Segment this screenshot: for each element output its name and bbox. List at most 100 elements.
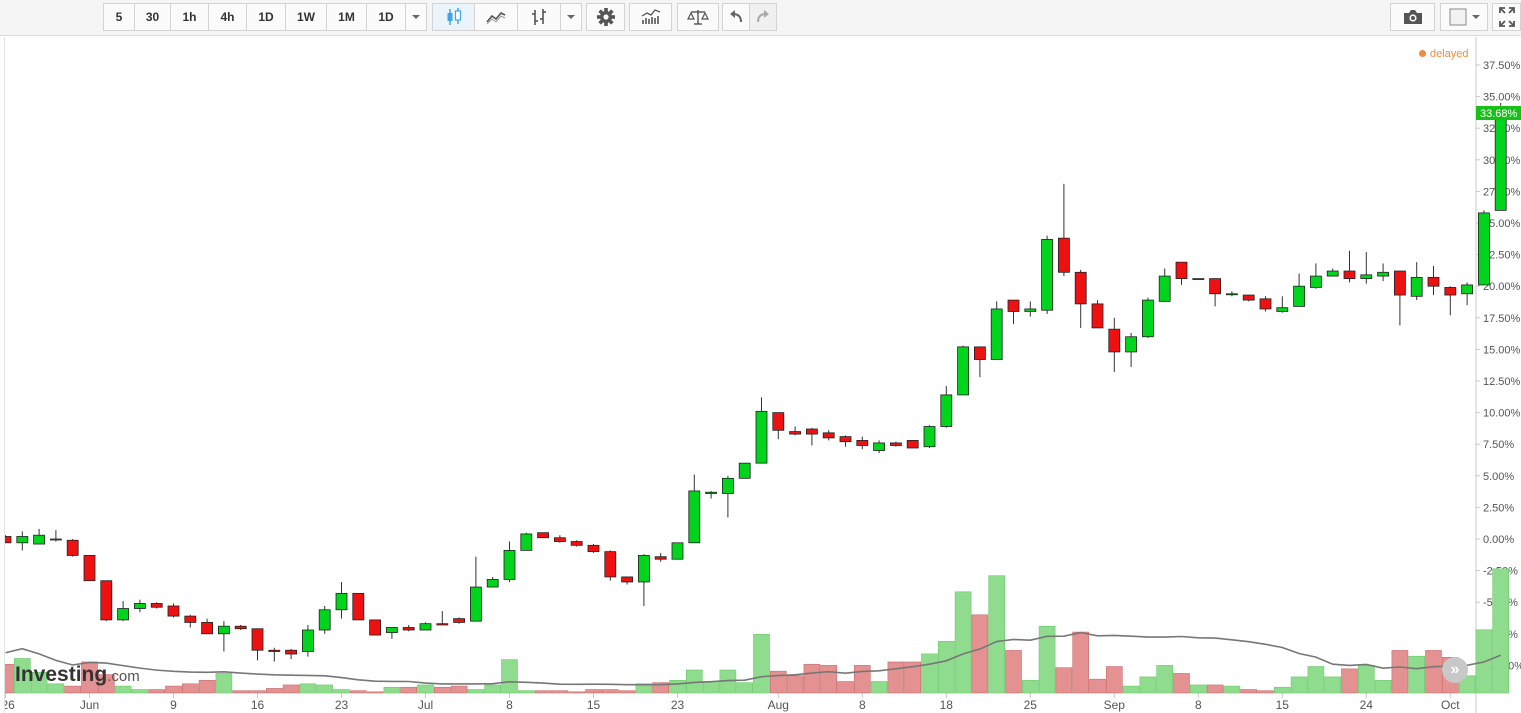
y-tick-label: 37.50% bbox=[1483, 60, 1521, 72]
fullscreen-button[interactable] bbox=[1492, 3, 1521, 31]
y-tick-label: 35.00% bbox=[1483, 92, 1521, 104]
y-tick-label: 25.00% bbox=[1483, 218, 1521, 230]
double-chevron-right-icon: » bbox=[1450, 661, 1460, 678]
volume-bar bbox=[551, 690, 569, 694]
candle-down bbox=[285, 649, 298, 655]
interval-4h-button[interactable]: 4h bbox=[208, 3, 247, 31]
volume-bar bbox=[1089, 678, 1106, 694]
volume-bar bbox=[1038, 625, 1056, 694]
volume-bar bbox=[601, 689, 619, 694]
interval-1w-button[interactable]: 1W bbox=[285, 3, 327, 31]
volume-bar bbox=[30, 671, 48, 694]
candle-up bbox=[50, 538, 62, 541]
candle-up bbox=[33, 534, 46, 545]
undo-icon bbox=[730, 10, 742, 23]
candle-down bbox=[1394, 270, 1406, 296]
interval-1m-button[interactable]: 1M bbox=[326, 3, 367, 31]
candle-down bbox=[402, 627, 415, 631]
volume-bar bbox=[1106, 666, 1123, 694]
chart-type-dropdown-button[interactable] bbox=[560, 3, 582, 31]
candle-up bbox=[335, 592, 348, 611]
x-tick-label: 26 bbox=[5, 698, 15, 712]
bar-chart-button[interactable] bbox=[517, 3, 561, 31]
volume-bar bbox=[433, 686, 451, 694]
template-button[interactable] bbox=[1440, 3, 1488, 31]
volume-bar bbox=[786, 675, 804, 694]
candle-up bbox=[1041, 239, 1053, 311]
x-tick-label: Sep bbox=[1104, 698, 1126, 712]
candle-down bbox=[268, 649, 281, 652]
volume-bar bbox=[299, 683, 317, 694]
interval-1d-button[interactable]: 1D bbox=[246, 3, 286, 31]
volume-bar bbox=[282, 684, 300, 694]
volume-bar bbox=[1492, 568, 1509, 694]
candle-up bbox=[503, 549, 516, 580]
y-tick-label: 15.00% bbox=[1483, 344, 1521, 356]
interval-5-button[interactable]: 5 bbox=[103, 3, 135, 31]
candle-up bbox=[217, 625, 230, 635]
compare-button[interactable] bbox=[677, 3, 719, 31]
candle-up bbox=[671, 542, 684, 560]
delayed-dot-icon bbox=[1419, 50, 1426, 57]
volume-bar bbox=[316, 684, 334, 694]
volume-bar bbox=[1206, 684, 1224, 694]
volume-bar bbox=[971, 614, 989, 694]
y-tick-label: 7.50% bbox=[1483, 439, 1514, 451]
screenshot-button[interactable] bbox=[1390, 3, 1435, 31]
candle-up bbox=[957, 346, 969, 396]
volume-bar bbox=[1223, 685, 1241, 694]
y-tick-label: 20.00% bbox=[1483, 281, 1521, 293]
indicators-button[interactable] bbox=[629, 3, 672, 31]
volume-bar bbox=[988, 575, 1006, 694]
volume-bar bbox=[1425, 650, 1442, 694]
interval-1h-button[interactable]: 1h bbox=[170, 3, 209, 31]
scroll-to-latest-button[interactable]: » bbox=[1442, 657, 1468, 683]
last-price-tag bbox=[1476, 106, 1521, 121]
interval-30-button[interactable]: 30 bbox=[134, 3, 171, 31]
candle-down bbox=[621, 576, 633, 583]
volume-bar bbox=[131, 689, 149, 694]
gear-icon bbox=[596, 8, 615, 26]
candle-up bbox=[873, 442, 885, 451]
x-tick-label: 24 bbox=[1360, 698, 1374, 712]
line-chart-button[interactable] bbox=[474, 3, 518, 31]
settings-button[interactable] bbox=[586, 3, 625, 31]
candle-up bbox=[940, 394, 953, 427]
candle-down bbox=[1259, 298, 1272, 310]
volume-bar bbox=[400, 686, 418, 694]
volume-bar bbox=[1391, 650, 1409, 694]
x-tick-label: Jun bbox=[80, 698, 99, 712]
candlestick-chart-button[interactable] bbox=[432, 3, 475, 31]
candlestick-chart[interactable]: 37.50%35.00%32.50%30.00%27.50%25.00%22.5… bbox=[5, 37, 1521, 713]
y-tick-label: 17.50% bbox=[1483, 313, 1521, 325]
candle-up bbox=[520, 533, 533, 551]
x-tick-label: Jul bbox=[418, 698, 433, 712]
candle-down bbox=[1175, 261, 1188, 280]
candle-up bbox=[1410, 276, 1423, 297]
volume-bar bbox=[887, 661, 905, 694]
volume-bar bbox=[64, 685, 82, 694]
candle-up bbox=[1310, 275, 1322, 288]
candle-down bbox=[570, 541, 583, 546]
volume-bar bbox=[1374, 680, 1392, 694]
volume-bar bbox=[904, 661, 922, 694]
volume-bar bbox=[837, 681, 854, 694]
volume-bar bbox=[937, 640, 955, 694]
interval-dropdown-button[interactable] bbox=[405, 3, 427, 31]
volume-bar bbox=[1240, 689, 1257, 694]
volume-bar bbox=[853, 665, 871, 694]
undo-button[interactable] bbox=[722, 3, 750, 31]
candle-down bbox=[83, 555, 96, 582]
candle-up bbox=[705, 491, 717, 494]
volume-bar bbox=[1021, 680, 1039, 694]
volume-bar bbox=[1055, 667, 1073, 694]
indicators-icon bbox=[641, 9, 660, 24]
chart-area[interactable]: 37.50%35.00%32.50%30.00%27.50%25.00%22.5… bbox=[4, 37, 1521, 713]
candle-up bbox=[133, 603, 146, 609]
x-tick-label: 8 bbox=[859, 698, 866, 712]
interval-custom-button[interactable]: 1D bbox=[366, 3, 406, 31]
candle-down bbox=[1242, 294, 1255, 301]
candle-up bbox=[1158, 275, 1171, 302]
redo-button[interactable] bbox=[749, 3, 777, 31]
y-tick-label: 22.50% bbox=[1483, 250, 1521, 262]
